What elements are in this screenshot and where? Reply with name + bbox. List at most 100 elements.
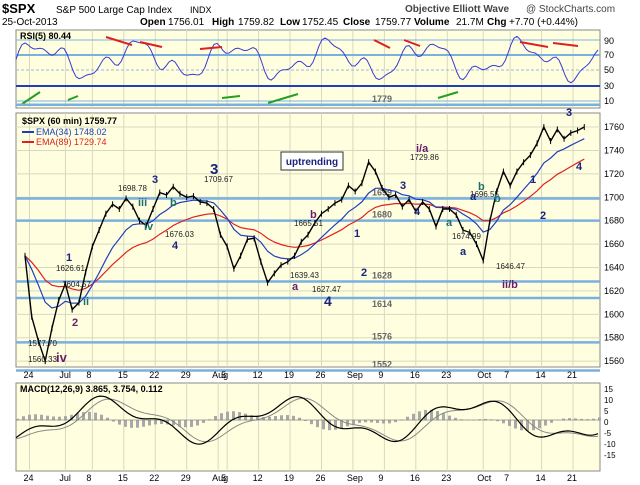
rsi-trend-green-3: [267, 93, 299, 104]
level-label-1552: 1552: [372, 360, 392, 370]
x-bottom-15: 15: [118, 473, 128, 483]
macd-hist-bar-240: [256, 416, 259, 421]
rsi-trend-red-3: [373, 39, 391, 49]
price-bars: [24, 124, 585, 365]
price-label-1646.47: 1646.47: [496, 262, 525, 271]
price-legend-title: $SPX (60 min) 1759.77: [22, 116, 117, 126]
x-bottom-26: 26: [315, 473, 325, 483]
x-mid-16: 16: [410, 370, 420, 380]
rsi-tick-30: 30: [604, 81, 614, 91]
macd-label: MACD(12,26,9) 3.865, 3.754, 0.112: [20, 384, 163, 394]
price-label-1674.99: 1674.99: [452, 232, 481, 241]
macd-tick-0: 0: [604, 418, 609, 427]
rsi-trend-red-2: [199, 46, 223, 50]
x-mid-19: 19: [284, 370, 294, 380]
wave-label-27: 4: [576, 161, 583, 173]
header-date: 25-Oct-2013: [2, 17, 58, 28]
macd-tick-10: 10: [604, 396, 613, 405]
x-bottom-12: 12: [253, 473, 263, 483]
macd-hist-bar-18: [34, 414, 37, 421]
macd-hist-bar-90: [106, 417, 109, 421]
ema34-line: [24, 138, 585, 309]
macd-hist-bar-486: [502, 420, 505, 424]
macd-hist-bar-252: [268, 416, 271, 421]
price-label-1604.57: 1604.57: [62, 280, 91, 289]
index-name: S&P 500 Large Cap Index: [56, 5, 172, 16]
macd-tick-neg15: -15: [604, 451, 616, 460]
watermark-text: Objective Elliott Wave: [405, 4, 510, 15]
macd-hist-bar-432: [448, 415, 451, 421]
rsi-tick-50: 50: [604, 65, 614, 75]
ema34-legend: EMA(34) 1748.02: [36, 127, 107, 137]
volume-value: 21.7M: [456, 17, 484, 28]
x-bottom-Aug: Aug: [212, 473, 228, 483]
rsi-trend-red-5: [519, 41, 549, 48]
x-mid-14: 14: [536, 370, 546, 380]
x-bottom-24: 24: [23, 473, 33, 483]
price-tick-1620: 1620: [604, 286, 624, 296]
wave-label-2: ii: [83, 296, 89, 308]
x-bottom-7: 7: [504, 473, 509, 483]
level-label-1699: 1699: [372, 187, 392, 197]
price-tick-1700: 1700: [604, 192, 624, 202]
x-mid-5: 5: [221, 370, 226, 380]
chart-header: $SPX S&P 500 Large Cap Index INDX Object…: [2, 1, 615, 28]
macd-hist-bar-342: [358, 420, 361, 423]
macd-hist-bar-372: [388, 420, 391, 424]
macd-hist-bar-168: [184, 420, 187, 428]
macd-hist-bar-234: [250, 415, 253, 421]
wave-label-9: 3: [210, 161, 218, 178]
price-label-1696.55: 1696.55: [470, 190, 499, 199]
macd-hist-bar-72: [88, 411, 91, 421]
macd-hist-bar-438: [454, 417, 457, 421]
macd-hist-bar-522: [538, 420, 541, 429]
low-value: 1752.45: [302, 17, 339, 28]
macd-hist-bar-12: [28, 414, 31, 421]
macd-hist-bar-552: [568, 418, 571, 421]
price-axis-ticks: 1760 1740 1720 1700 1680 1660 1640 1620 1600 1580…: [604, 122, 624, 366]
high-label: High: [212, 17, 234, 28]
wave-label-13: 2: [361, 267, 367, 279]
level-label-1680: 1680: [372, 210, 392, 220]
macd-hist-bar-144: [160, 420, 163, 425]
level-label-1614: 1614: [372, 299, 392, 309]
macd-hist-bar-114: [130, 420, 133, 428]
macd-hist-bar-162: [178, 420, 181, 427]
level-label-1576: 1576: [372, 331, 392, 341]
wave-label-5: iii: [138, 197, 147, 209]
x-mid-8: 8: [86, 370, 91, 380]
macd-hist-bar-186: [202, 420, 205, 423]
macd-hist-bar-354: [370, 420, 373, 423]
open-value: 1756.01: [168, 17, 205, 28]
macd-hist-bar-24: [40, 414, 43, 421]
macd-hist-bar-204: [220, 413, 223, 421]
horizontal-levels: 1779 1699 1680 1628 1614 1576 1552: [16, 94, 600, 372]
wave-label-20: a: [460, 246, 467, 258]
macd-hist-bar-528: [544, 420, 547, 426]
wave-label-18: a: [446, 217, 453, 229]
macd-hist-bar-306: [322, 420, 325, 430]
macd-tick-5: 5: [604, 407, 609, 416]
x-mid-Oct: Oct: [477, 370, 492, 380]
macd-hist-bar-102: [118, 420, 121, 425]
macd-hist-bar-264: [280, 415, 283, 421]
close-label: Close: [343, 17, 371, 28]
macd-hist-bar-108: [124, 420, 127, 427]
rsi-panel: RSI(5) 80.44 90 70 50 30 10: [15, 29, 614, 109]
close-value: 1759.77: [375, 17, 412, 28]
ema89-legend: EMA(89) 1729.74: [36, 137, 107, 147]
rsi-line: [15, 35, 599, 84]
macd-hist-bar-414: [430, 409, 433, 421]
macd-hist-bar-516: [532, 420, 535, 431]
price-label-1560.33: 1560.33: [28, 355, 57, 364]
macd-hist-bar-36: [52, 416, 55, 421]
rsi-trend-red-4: [403, 39, 421, 47]
rsi-trend-green-4: [437, 91, 459, 99]
macd-hist-bar-216: [232, 411, 235, 421]
macd-hist-bar-270: [286, 415, 289, 421]
x-mid-Aug: Aug: [212, 370, 228, 380]
price-tick-1640: 1640: [604, 263, 624, 273]
rsi-trend-green-1: [67, 95, 79, 101]
